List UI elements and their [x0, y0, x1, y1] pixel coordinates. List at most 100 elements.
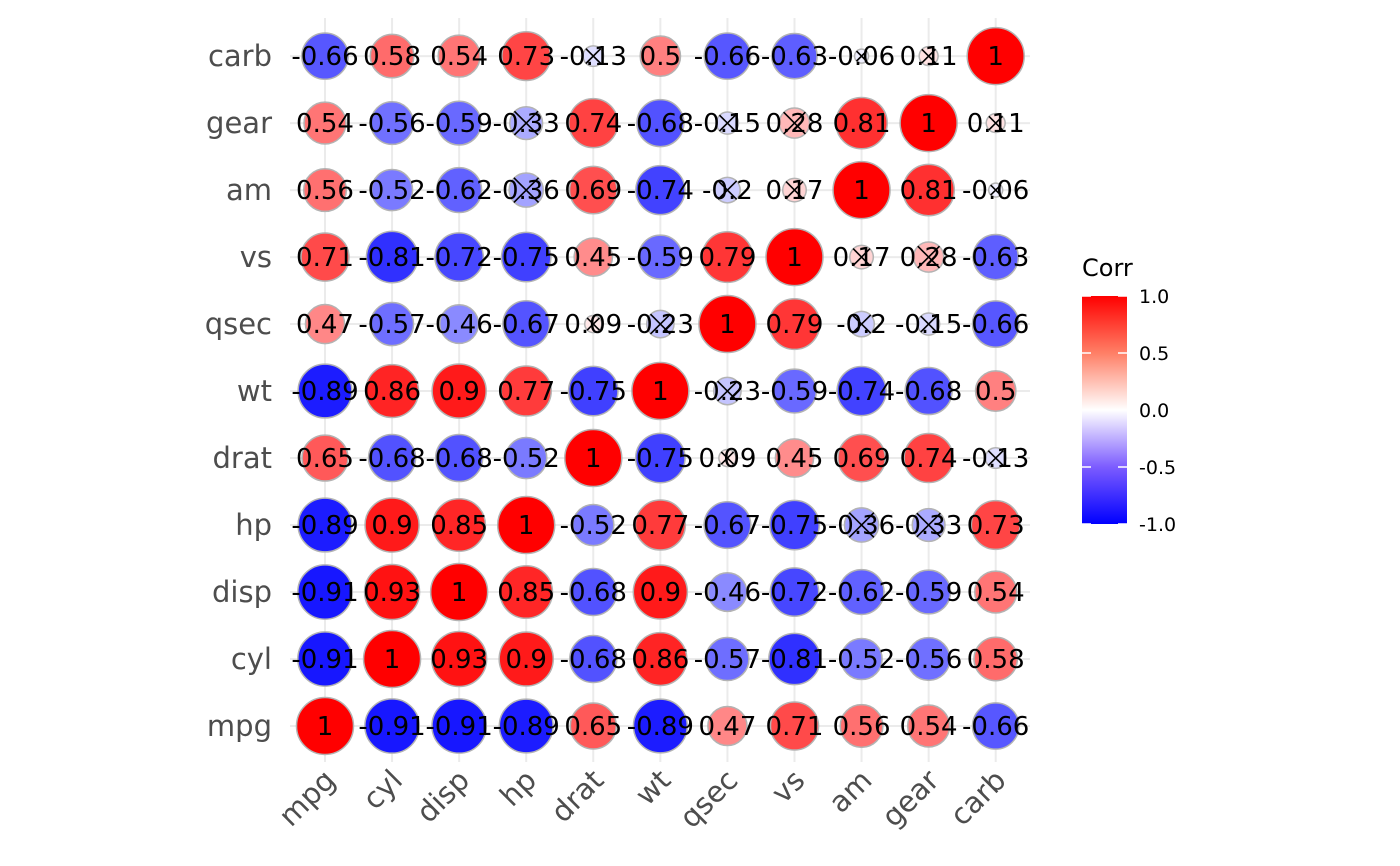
- corr-value-carb-mpg: -0.66: [962, 712, 1029, 742]
- legend-tick-label: -0.5: [1139, 457, 1176, 479]
- corr-circle-gear-am: [902, 163, 956, 217]
- x-tick-label-carb: carb: [943, 763, 1012, 832]
- corr-circle-drat-cyl: [569, 634, 618, 684]
- corr-value-qsec-drat: 0.09: [698, 444, 756, 474]
- corr-value-vs-am: 0.17: [766, 176, 824, 206]
- corr-value-mpg-vs: 0.71: [296, 243, 354, 273]
- corr-circle-vs-vs: [765, 227, 824, 287]
- corr-circle-cyl-qsec: [369, 301, 415, 347]
- corr-value-disp-hp: 0.85: [430, 511, 488, 541]
- corr-value-qsec-vs: 0.79: [698, 243, 756, 273]
- corr-value-vs-hp: -0.75: [761, 511, 828, 541]
- corr-circle-mpg-mpg: [295, 696, 355, 756]
- corr-circle-drat-gear: [568, 97, 619, 149]
- corr-circle-drat-hp: [571, 503, 615, 547]
- x-tick-label-cyl: cyl: [356, 763, 409, 816]
- legend-title: Corr: [1082, 254, 1133, 282]
- insignificant-cross-drat-carb: [585, 48, 602, 65]
- corr-circle-wt-cyl: [633, 631, 688, 687]
- y-tick-label-hp: hp: [235, 508, 272, 542]
- x-tick-label-hp: hp: [493, 763, 543, 813]
- corr-value-hp-mpg: -0.89: [493, 712, 560, 742]
- corr-value-qsec-gear: -0.15: [694, 109, 761, 139]
- y-tick-label-qsec: qsec: [205, 307, 272, 341]
- corr-circle-cyl-drat: [367, 433, 417, 483]
- corr-value-mpg-mpg: 1: [317, 712, 334, 742]
- corr-circle-gear-cyl: [906, 636, 951, 682]
- corr-circle-carb-qsec: [971, 300, 1020, 348]
- corr-value-gear-am: 0.81: [900, 176, 958, 206]
- corr-value-disp-cyl: 0.93: [430, 645, 488, 675]
- corr-value-vs-vs: 1: [786, 243, 803, 273]
- corr-circle-disp-disp: [429, 562, 489, 622]
- corr-circle-qsec-mpg: [707, 705, 748, 747]
- insignificant-cross-wt-qsec: [649, 313, 671, 335]
- corr-value-cyl-carb: 0.58: [363, 42, 421, 72]
- corr-circle-disp-hp: [432, 498, 487, 553]
- corr-circle-mpg-carb: [301, 32, 349, 81]
- corr-value-carb-carb: 1: [987, 42, 1004, 72]
- corr-value-carb-disp: 0.54: [967, 578, 1025, 608]
- corr-circle-am-drat: [837, 433, 886, 483]
- corr-value-drat-hp: -0.52: [560, 511, 627, 541]
- corr-circle-cyl-disp: [363, 563, 421, 621]
- corr-value-mpg-gear: 0.54: [296, 109, 354, 139]
- corr-value-drat-disp: -0.68: [560, 578, 627, 608]
- corr-value-qsec-cyl: -0.57: [694, 645, 761, 675]
- corr-circle-disp-wt: [431, 363, 487, 419]
- corr-value-qsec-am: -0.2: [702, 176, 753, 206]
- corr-circle-wt-vs: [637, 234, 683, 280]
- x-tick-label-vs: vs: [765, 763, 812, 810]
- corr-circle-gear-mpg: [906, 704, 951, 748]
- corr-value-disp-vs: -0.72: [425, 243, 492, 273]
- corr-value-vs-mpg: 0.71: [766, 712, 824, 742]
- corr-value-mpg-disp: -0.91: [291, 578, 358, 608]
- corr-circle-vs-wt: [771, 368, 818, 414]
- corr-circle-drat-disp: [569, 567, 618, 617]
- corr-value-carb-cyl: 0.58: [967, 645, 1025, 675]
- corr-circle-cyl-wt: [364, 363, 420, 419]
- corr-value-qsec-qsec: 1: [719, 310, 736, 340]
- cell-markers: 1-0.91-0.91-0.890.65-0.890.470.710.560.5…: [291, 26, 1029, 756]
- corr-circle-mpg-am: [302, 168, 348, 213]
- corr-circle-cyl-am: [370, 168, 414, 212]
- insignificant-cross-qsec-gear: [718, 114, 736, 132]
- corr-circle-disp-vs: [434, 232, 485, 283]
- corr-value-vs-disp: -0.72: [761, 578, 828, 608]
- corr-value-am-qsec: -0.2: [836, 310, 887, 340]
- corr-circle-hp-cyl: [498, 631, 554, 687]
- corr-circle-gear-drat: [903, 432, 954, 484]
- corr-value-drat-cyl: -0.68: [560, 645, 627, 675]
- corr-circle-qsec-qsec: [698, 294, 757, 354]
- corr-circle-hp-drat: [504, 436, 548, 480]
- corr-circle-qsec-vs: [701, 230, 754, 284]
- corr-circle-disp-mpg: [431, 698, 488, 754]
- y-tick-label-drat: drat: [213, 441, 272, 475]
- corr-circle-mpg-wt: [297, 363, 353, 419]
- insignificant-cross-qsec-am: [717, 180, 738, 200]
- corr-value-cyl-mpg: -0.91: [358, 712, 425, 742]
- corr-value-gear-gear: 1: [920, 109, 937, 139]
- insignificant-cross-gear-hp: [916, 512, 941, 538]
- corr-value-wt-vs: -0.59: [627, 243, 694, 273]
- corr-value-wt-hp: 0.77: [631, 511, 689, 541]
- insignificant-cross-qsec-wt: [717, 380, 738, 402]
- corr-value-wt-wt: 1: [652, 377, 669, 407]
- corr-circle-am-gear: [835, 96, 888, 150]
- corr-circle-vs-qsec: [768, 297, 821, 351]
- insignificant-cross-am-qsec: [851, 314, 872, 334]
- corr-circle-hp-wt: [500, 365, 552, 417]
- corr-value-hp-am: -0.36: [493, 176, 560, 206]
- corr-value-am-cyl: -0.52: [828, 645, 895, 675]
- corr-circle-carb-vs: [972, 233, 1020, 281]
- corr-circle-disp-cyl: [430, 630, 488, 688]
- corr-value-drat-qsec: 0.09: [564, 310, 622, 340]
- corr-value-gear-disp: -0.59: [895, 578, 962, 608]
- x-tick-label-wt: wt: [628, 763, 677, 812]
- corr-circle-am-mpg: [839, 703, 884, 749]
- legend-tick-label: 0.5: [1139, 343, 1169, 365]
- corr-value-wt-am: -0.74: [627, 176, 694, 206]
- corr-circle-cyl-vs: [365, 230, 419, 284]
- corr-value-wt-carb: 0.5: [640, 42, 681, 72]
